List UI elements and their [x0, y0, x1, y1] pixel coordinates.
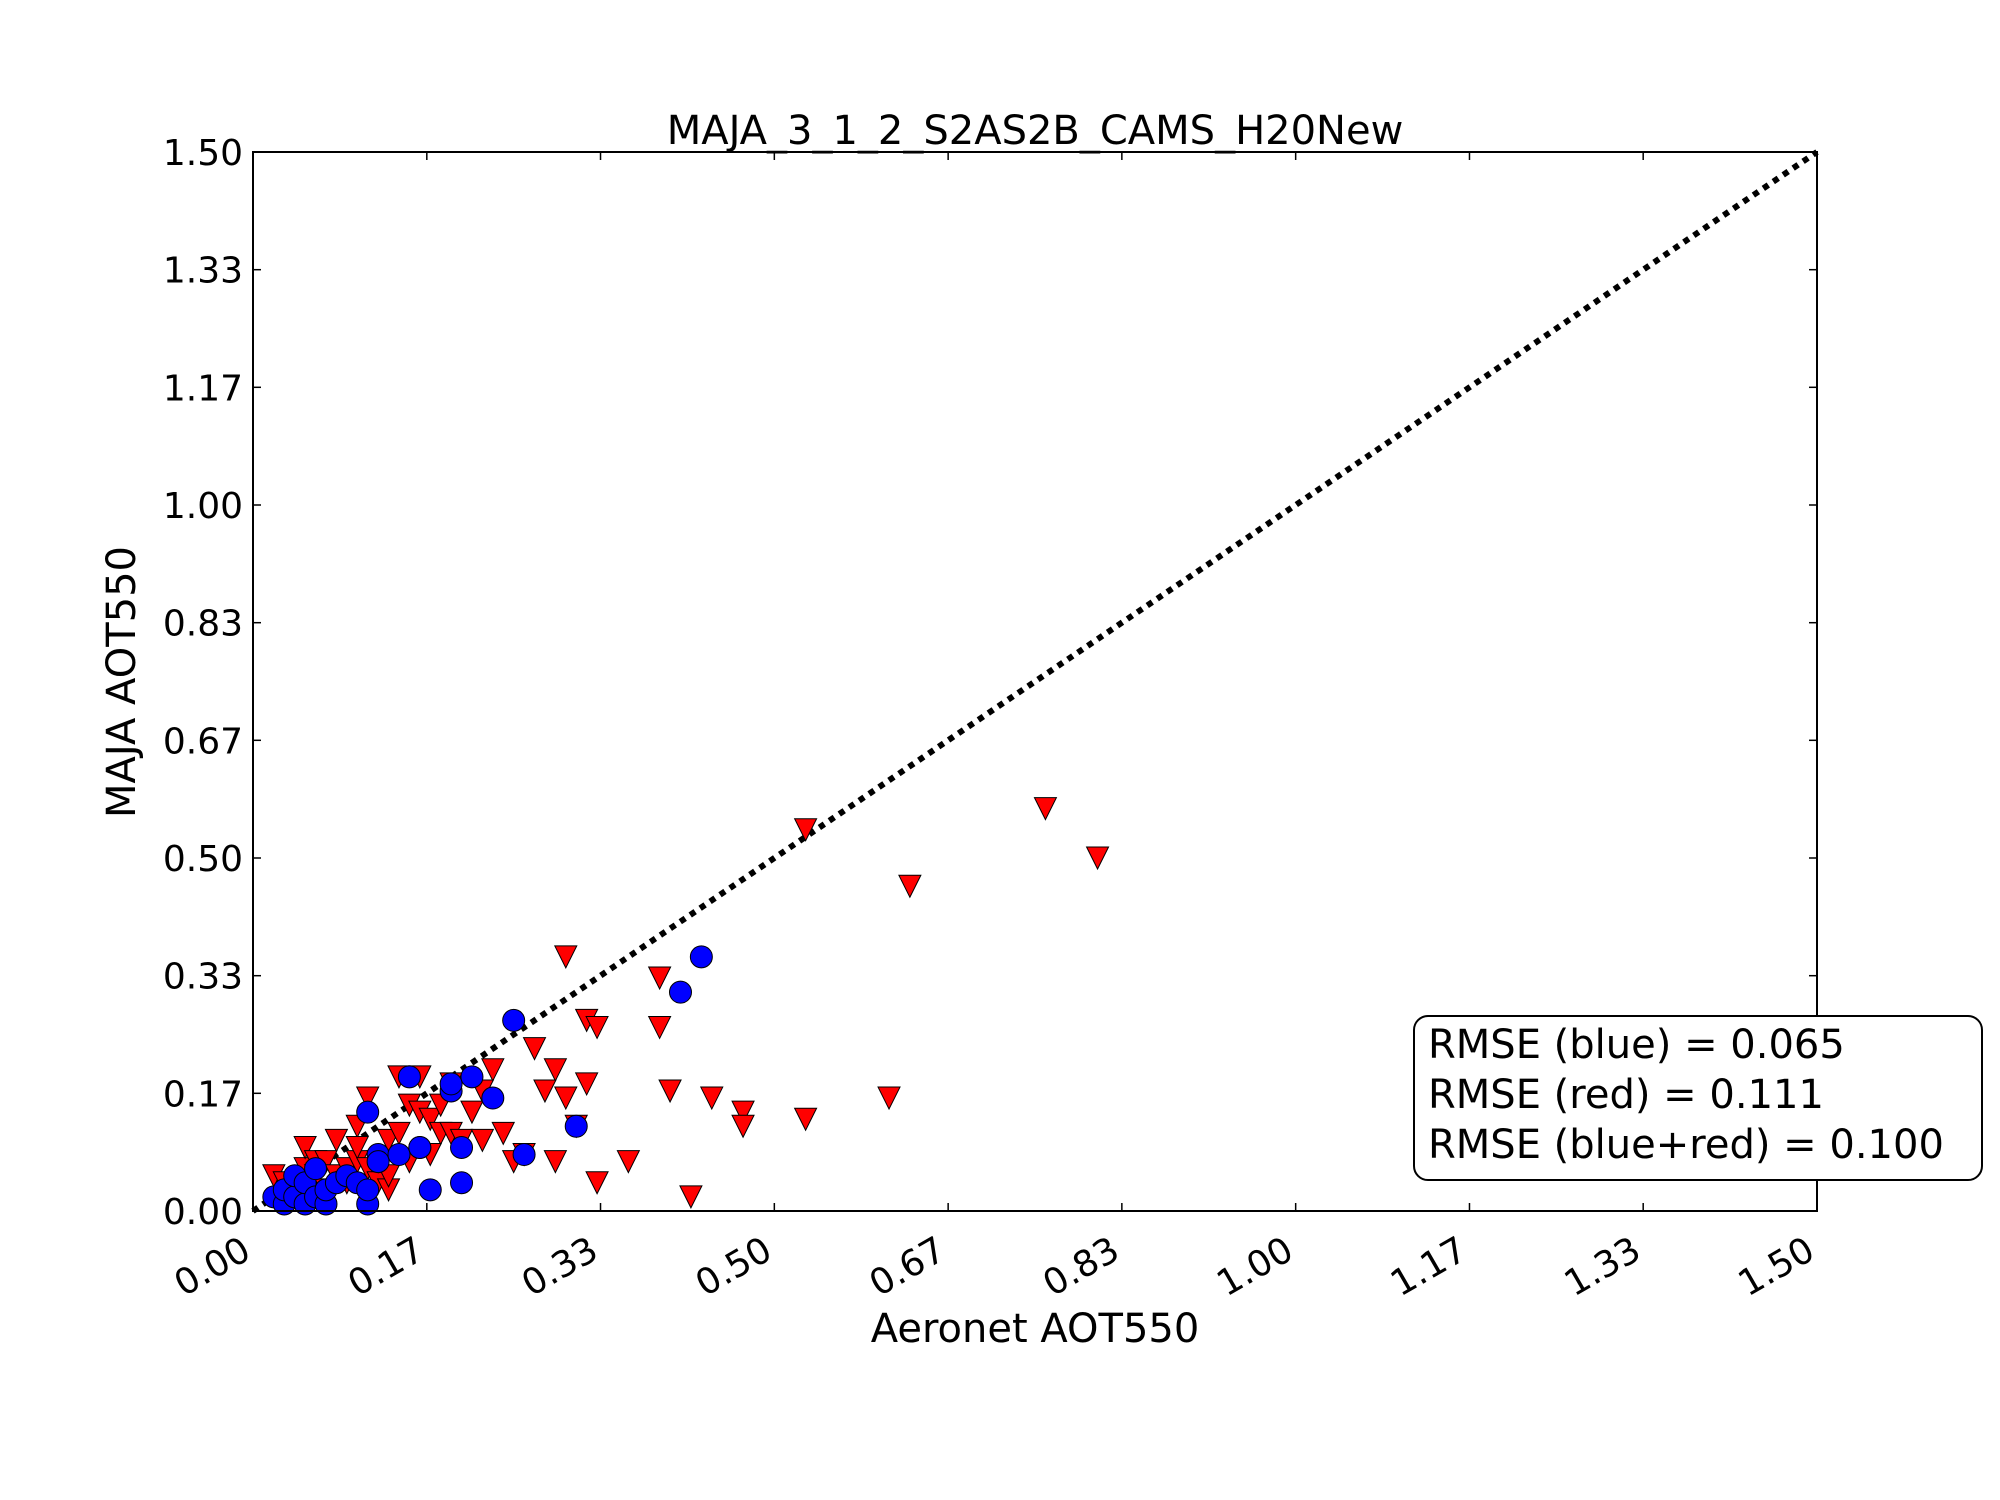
x-tick-label: 1.00 — [1210, 1229, 1300, 1305]
y-tick-label: 1.33 — [163, 251, 243, 292]
y-tick-label: 0.50 — [163, 839, 243, 880]
data-point-triangle — [324, 1128, 349, 1153]
x-tick-label: 0.33 — [515, 1229, 605, 1305]
data-point-triangle — [731, 1100, 755, 1125]
data-point-triangle — [1033, 797, 1058, 821]
data-point-triangle — [522, 1037, 547, 1061]
data-point-circle — [397, 1065, 421, 1089]
data-point-circle — [689, 945, 713, 969]
rmse-red-text: RMSE (red) = 0.111 — [1428, 1072, 1824, 1118]
x-tick-label: 0.83 — [1036, 1229, 1126, 1305]
data-point-triangle — [533, 1079, 557, 1104]
data-point-triangle — [585, 1171, 609, 1195]
data-point-circle — [408, 1135, 432, 1159]
x-tick-label: 0.50 — [689, 1229, 779, 1305]
data-point-triangle — [543, 1058, 568, 1082]
data-point-triangle — [470, 1128, 495, 1153]
data-point-circle — [439, 1072, 463, 1096]
data-point-triangle — [679, 1185, 703, 1209]
data-point-triangle — [491, 1121, 516, 1146]
data-point-circle — [356, 1100, 380, 1124]
data-point-triangle — [574, 1072, 599, 1097]
plot-frame — [252, 151, 1818, 1212]
x-tick-label: 0.67 — [863, 1229, 953, 1305]
data-point-triangle — [647, 1015, 672, 1040]
data-point-circle — [481, 1086, 505, 1110]
x-axis-label: Aeronet AOT550 — [871, 1306, 1200, 1352]
data-point-triangle — [481, 1058, 505, 1082]
data-point-circle — [418, 1178, 442, 1202]
data-point-triangle — [647, 966, 672, 991]
rmse-blue-text: RMSE (blue) = 0.065 — [1428, 1022, 1845, 1068]
data-point-triangle — [418, 1107, 443, 1132]
data-point-triangle — [731, 1114, 755, 1139]
data-point-triangle — [877, 1086, 901, 1111]
x-tick-label: 1.33 — [1558, 1229, 1648, 1305]
y-tick-label: 1.50 — [163, 133, 243, 174]
data-point-triangle — [898, 874, 922, 899]
data-point-triangle — [793, 1107, 818, 1132]
x-tick-label: 1.17 — [1384, 1229, 1474, 1305]
data-point-triangle — [658, 1079, 682, 1104]
y-axis-label: MAJA AOT550 — [99, 546, 145, 818]
data-point-circle — [668, 980, 692, 1004]
data-point-circle — [450, 1171, 474, 1195]
y-tick-label: 1.00 — [163, 486, 243, 527]
data-point-circle — [366, 1150, 390, 1174]
identity-reference-line — [251, 149, 1819, 1214]
rmse-combined-text: RMSE (blue+red) = 0.100 — [1428, 1122, 1944, 1168]
x-tick-label: 1.50 — [1732, 1229, 1822, 1305]
data-point-triangle — [616, 1150, 641, 1174]
data-point-triangle — [585, 1015, 609, 1040]
data-point-triangle — [699, 1086, 724, 1111]
data-point-circle — [304, 1157, 328, 1181]
data-point-triangle — [543, 1150, 568, 1174]
data-point-triangle — [553, 945, 578, 969]
data-point-triangle — [553, 1086, 578, 1111]
y-tick-label: 0.83 — [163, 604, 243, 645]
data-point-circle — [564, 1114, 588, 1138]
identity-line-layer — [251, 149, 1819, 1214]
y-tick-label: 0.00 — [163, 1192, 243, 1233]
data-point-circle — [502, 1008, 526, 1032]
data-point-triangle — [345, 1135, 370, 1160]
data-point-triangle — [460, 1100, 484, 1125]
x-tick-label: 0.17 — [341, 1229, 431, 1305]
data-point-circle — [356, 1178, 380, 1202]
rmse-stats-frame — [1413, 1015, 1983, 1181]
data-point-circle — [460, 1065, 484, 1089]
chart-title: MAJA_3_1_2_S2AS2B_CAMS_H20New — [667, 108, 1404, 154]
y-tick-label: 1.17 — [163, 368, 243, 409]
data-point-circle — [450, 1135, 474, 1159]
data-point-triangle — [387, 1121, 411, 1146]
y-tick-label: 0.33 — [163, 957, 243, 998]
data-point-triangle — [793, 818, 818, 842]
x-tick-label: 0.00 — [168, 1229, 258, 1305]
y-tick-label: 0.67 — [163, 721, 243, 762]
data-point-circle — [387, 1143, 411, 1167]
data-points-layer — [262, 797, 1110, 1216]
data-point-triangle — [355, 1086, 380, 1111]
rmse-stats-box: RMSE (blue) = 0.065 RMSE (red) = 0.111 R… — [1413, 1015, 1983, 1181]
data-point-triangle — [293, 1135, 317, 1160]
data-point-circle — [512, 1143, 536, 1167]
data-point-triangle — [1085, 846, 1110, 871]
y-tick-label: 0.17 — [163, 1074, 243, 1115]
